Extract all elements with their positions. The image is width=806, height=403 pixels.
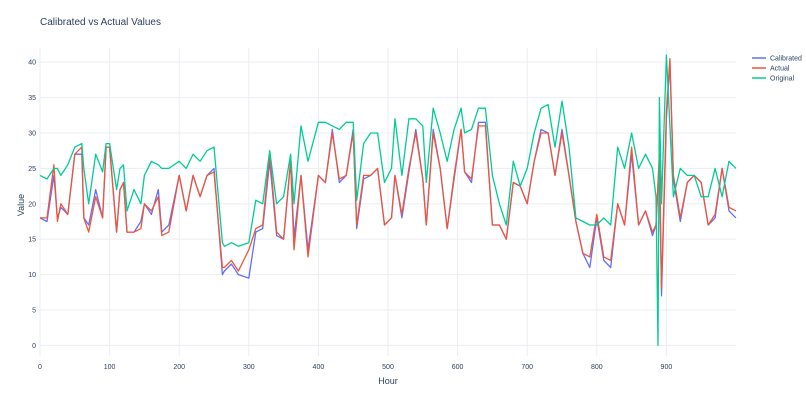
gridlines <box>39 48 736 356</box>
series-layer <box>39 54 737 347</box>
y-tick-label: 35 <box>28 95 36 102</box>
x-tick-label: 500 <box>382 364 394 371</box>
legend-label-calibrated: Calibrated <box>770 56 802 63</box>
x-tick-label: 600 <box>452 364 464 371</box>
y-tick-label: 15 <box>28 237 36 244</box>
chart-title: Calibrated vs Actual Values <box>40 17 161 28</box>
x-tick-label: 400 <box>313 364 325 371</box>
y-tick-label: 20 <box>28 201 36 208</box>
legend-label-actual: Actual <box>770 66 790 73</box>
x-tick-label: 0 <box>38 364 42 371</box>
y-axis-ticks: 0 5 10 15 20 25 30 35 40 <box>28 60 36 350</box>
x-tick-label: 700 <box>521 364 533 371</box>
y-tick-label: 10 <box>28 272 36 279</box>
x-axis-title: Hour <box>378 376 398 386</box>
y-tick-label: 40 <box>28 60 36 67</box>
legend: Calibrated Actual Original <box>752 56 802 83</box>
x-tick-label: 200 <box>173 364 185 371</box>
x-axis-ticks: 0 100 200 300 400 500 600 700 800 900 <box>38 364 672 371</box>
legend-label-original: Original <box>770 76 795 83</box>
series-line-original <box>39 54 737 347</box>
x-tick-label: 800 <box>591 364 603 371</box>
x-tick-label: 900 <box>661 364 673 371</box>
y-axis-title: Value <box>16 194 26 216</box>
y-tick-label: 25 <box>28 166 36 173</box>
y-tick-label: 0 <box>32 343 36 350</box>
y-tick-label: 30 <box>28 130 36 137</box>
series-line-actual <box>40 57 737 290</box>
y-tick-label: 5 <box>32 307 36 314</box>
x-tick-label: 300 <box>243 364 255 371</box>
x-tick-label: 100 <box>104 364 116 371</box>
